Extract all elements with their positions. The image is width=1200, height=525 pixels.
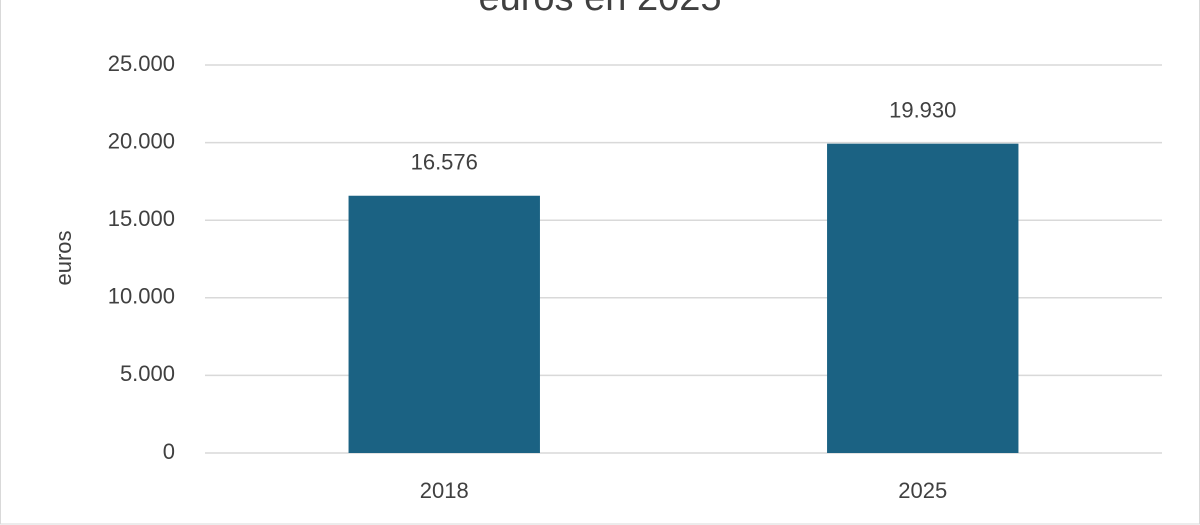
y-tick-label: 20.000 — [108, 128, 175, 153]
y-tick-label: 5.000 — [120, 361, 175, 386]
value-label: 19.930 — [889, 97, 956, 122]
bar — [827, 143, 1019, 453]
bar — [348, 195, 540, 453]
value-label: 16.576 — [411, 150, 478, 175]
y-tick-label: 25.000 — [108, 51, 175, 76]
x-tick-label: 2025 — [898, 478, 947, 503]
y-axis-label: euros — [51, 230, 76, 285]
y-tick-label: 15.000 — [108, 206, 175, 231]
chart-title: euros en 2025 — [479, 0, 722, 19]
x-tick-label: 2018 — [420, 478, 469, 503]
y-tick-label: 10.000 — [108, 284, 175, 309]
y-tick-label: 0 — [163, 439, 175, 464]
